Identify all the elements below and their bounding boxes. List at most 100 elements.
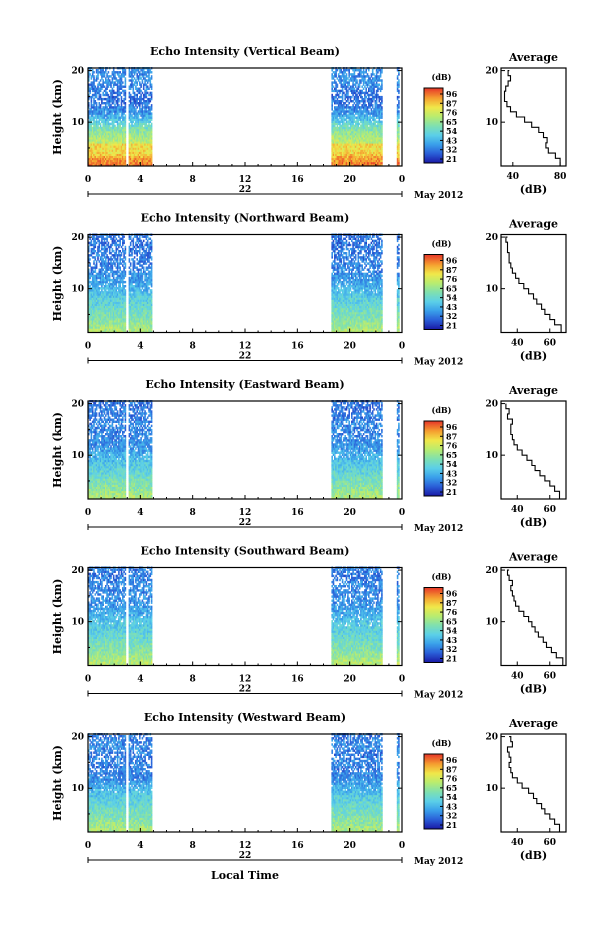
heatmap-cell [151, 84, 153, 86]
heatmap-cell [143, 94, 145, 96]
heatmap-cell [151, 106, 153, 108]
heatmap-cell [110, 293, 112, 295]
heatmap-cell [125, 123, 127, 125]
heatmap-cell [135, 110, 137, 112]
heatmap-cell [112, 94, 114, 96]
heatmap-cell [89, 277, 91, 279]
heatmap-cell [96, 328, 98, 330]
heatmap-cell [143, 117, 145, 119]
heatmap-cell [110, 279, 112, 281]
heatmap-cell [151, 150, 153, 152]
heatmap-cell [125, 156, 127, 158]
heatmap-cell [125, 312, 127, 314]
heatmap-cell [398, 150, 400, 152]
heatmap-cell [131, 81, 133, 83]
colorbar-tick-label: 21 [446, 154, 457, 164]
heatmap-cell [110, 110, 112, 112]
heatmap-cell [125, 152, 127, 154]
heatmap-cell [134, 73, 136, 75]
heatmap-cell [346, 160, 348, 162]
heatmap-cell [346, 145, 348, 147]
heatmap-cell [361, 121, 363, 123]
heatmap-cell [151, 77, 153, 79]
heatmap-cell [398, 73, 400, 75]
heatmap-cell [139, 71, 141, 73]
heatmap-cell [151, 135, 153, 137]
heatmap-cell [125, 143, 127, 145]
heatmap-cell [125, 90, 127, 92]
heatmap-cell [143, 96, 145, 98]
heatmap-cell [398, 112, 400, 114]
heatmap-cell [125, 295, 127, 297]
x-tick-label: 16 [291, 175, 304, 185]
heatmap-cell [89, 238, 91, 240]
heatmap-cell [381, 162, 383, 164]
heatmap-cell [360, 81, 362, 83]
heatmap-cell [363, 88, 365, 90]
heatmap-cell [381, 71, 383, 73]
heatmap-cell [113, 100, 115, 102]
heatmap-cell [335, 71, 337, 73]
heatmap-cell [96, 277, 98, 279]
heatmap-cell [96, 238, 98, 240]
heatmap-cell [110, 322, 112, 324]
heatmap-cell [364, 100, 366, 102]
heatmap-cell [346, 129, 348, 131]
heatmap-cell [91, 77, 93, 79]
heatmap-cell [346, 135, 348, 137]
heatmap-cell [110, 318, 112, 320]
heatmap-cell [381, 79, 383, 81]
heatmap-cell [346, 121, 348, 123]
heatmap-cell [110, 160, 112, 162]
heatmap-cell [95, 256, 97, 258]
heatmap-cell [125, 256, 127, 258]
heatmap-cell [346, 110, 348, 112]
heatmap-cell [109, 79, 111, 81]
heatmap-cell [151, 88, 153, 90]
heatmap-cell [96, 71, 98, 73]
heatmap-cell [133, 248, 135, 250]
heatmap-cell [123, 277, 125, 279]
profile-y-tick-label: 20 [485, 67, 498, 77]
x-tick-label: 0 [399, 175, 405, 185]
heatmap-cell [96, 312, 98, 314]
heatmap-cell [147, 81, 149, 83]
heatmap-cell [125, 326, 127, 328]
heatmap-cell [125, 285, 127, 287]
heatmap-cell [125, 94, 127, 96]
heatmap-cell [125, 129, 127, 131]
heatmap-cell [364, 94, 366, 96]
heatmap-cell [358, 96, 360, 98]
heatmap-cell [96, 156, 98, 158]
heatmap-cell [377, 123, 379, 125]
heatmap-cell [125, 248, 127, 250]
heatmap-cell [377, 121, 379, 123]
heatmap-cell [398, 104, 400, 106]
heatmap-cell [377, 106, 379, 108]
heatmap-cell [96, 316, 98, 318]
heatmap-cell [96, 145, 98, 147]
heatmap-cell [368, 75, 370, 77]
heatmap-cell [123, 260, 125, 262]
x-tick-label: 4 [137, 175, 143, 185]
heatmap-cell [96, 123, 98, 125]
heatmap-cell [377, 152, 379, 154]
heatmap-cell [131, 250, 133, 252]
heatmap-cell [346, 143, 348, 145]
heatmap-cell [143, 123, 145, 125]
heatmap-cell [151, 145, 153, 147]
heatmap-cell [143, 150, 145, 152]
heatmap-cell [96, 287, 98, 289]
heatmap-cell [142, 81, 144, 83]
heatmap-cell [96, 102, 98, 104]
heatmap-cell [112, 88, 114, 90]
heatmap-cell [96, 152, 98, 154]
heatmap-cell [398, 162, 400, 164]
heatmap-cell [110, 252, 112, 254]
heatmap-cell [348, 81, 350, 83]
heatmap-cell [377, 112, 379, 114]
heatmap-cell [91, 254, 93, 256]
heatmap-cell [96, 106, 98, 108]
heatmap-cell [96, 302, 98, 304]
